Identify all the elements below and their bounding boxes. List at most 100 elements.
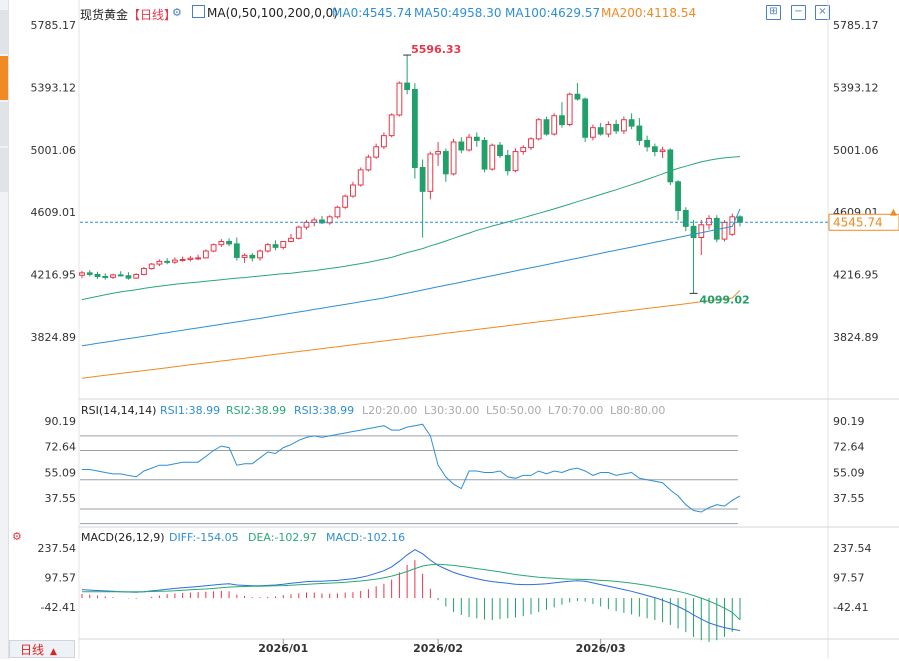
settings-gear-icon[interactable]: ⚙ (172, 6, 182, 19)
candle-body (559, 115, 565, 126)
candle (280, 240, 287, 250)
high-price-label: 5596.33 (411, 43, 461, 56)
candle-body (86, 272, 93, 275)
candle-body (620, 119, 627, 132)
candle (419, 159, 426, 238)
candle (249, 253, 256, 262)
macd-dea-value: DEA:-102.97 (248, 531, 317, 544)
chart-type-icon[interactable] (192, 5, 205, 18)
expand-icon[interactable]: ⊞ (766, 5, 781, 20)
candle (195, 254, 202, 261)
candle (435, 142, 441, 166)
zoom-out-icon[interactable]: − (791, 5, 806, 20)
candle-body (489, 144, 496, 170)
candle-body (164, 260, 171, 263)
x-axis-label: 2026/02 (413, 642, 463, 655)
macd-dea-line (82, 563, 741, 621)
candle (156, 259, 163, 267)
candle (187, 255, 194, 262)
rsi-axis-label-left: 55.09 (45, 466, 77, 479)
macd-title: MACD(26,12,9) (81, 531, 165, 544)
candle (133, 273, 140, 279)
candle-body (659, 149, 666, 153)
candle (497, 142, 503, 158)
candlestick-series (79, 54, 743, 294)
candle-body (133, 273, 140, 279)
candle-body (590, 127, 596, 138)
ma200-value: MA200:4118.54 (601, 6, 697, 20)
macd-axis-label-right: -42.41 (833, 601, 868, 614)
rsi-axis-label-right: 37.55 (833, 492, 865, 505)
candle (79, 270, 85, 279)
side-tab-active[interactable] (0, 56, 8, 100)
ma200-line (81, 289, 741, 379)
candle-body (551, 115, 558, 135)
candle (458, 137, 465, 154)
left-side-strip (0, 0, 9, 659)
macd-settings-icon: ⚙ (12, 530, 22, 543)
macd-axis-label-left: -42.41 (41, 601, 76, 614)
candle-body (350, 184, 356, 197)
price-axis-label-right: 5785.17 (833, 19, 879, 32)
candle-body (396, 82, 403, 116)
candle (729, 213, 736, 236)
candle-body (79, 272, 85, 276)
candle (605, 121, 612, 138)
candle-body (442, 151, 449, 175)
candle (667, 148, 674, 185)
candle-body (636, 125, 643, 141)
candle (257, 249, 263, 261)
period-selector-button[interactable]: 日线 ▲ (9, 640, 75, 658)
ma0-value: MA0:4545.74 (332, 6, 412, 20)
candle (706, 215, 712, 230)
candle-body (257, 250, 263, 259)
side-tab[interactable] (0, 10, 8, 54)
candle-body (187, 257, 194, 260)
candle-body (628, 119, 635, 127)
candle-body (334, 206, 341, 218)
candle (388, 113, 395, 138)
candle (241, 253, 248, 263)
candle-body (381, 135, 387, 148)
candle-body (102, 276, 109, 279)
candle-body (272, 244, 279, 248)
candle (613, 119, 620, 135)
x-axis-label: 2026/03 (576, 642, 626, 655)
candle (117, 271, 124, 277)
price-axis-label-right: 3824.89 (833, 331, 879, 344)
candle-body (319, 219, 325, 224)
candle (636, 118, 643, 146)
rsi-l70: L70:70.00 (548, 404, 603, 417)
candle-body (264, 244, 271, 252)
candle-body (125, 275, 132, 279)
candle (226, 238, 232, 247)
candle (373, 143, 380, 159)
candle (559, 102, 565, 128)
side-tab[interactable] (0, 148, 8, 192)
candle (582, 97, 589, 143)
price-axis-label-right: 5001.06 (833, 144, 879, 157)
period-tag[interactable]: 【日线】 (128, 8, 177, 22)
price-axis-label-left: 5001.06 (31, 144, 77, 157)
ma-params: MA(0,50,100,200,0,0) (207, 6, 338, 20)
candle (466, 134, 472, 152)
candle (110, 273, 116, 279)
rsi3-value: RSI3:38.99 (294, 404, 354, 417)
candle-body (706, 217, 712, 226)
close-icon[interactable]: × (815, 5, 830, 20)
ma50-line (81, 156, 741, 301)
candle-body (117, 274, 124, 277)
rsi-axis-label-right: 55.09 (833, 466, 865, 479)
candle (381, 132, 387, 150)
candle-body (497, 144, 503, 157)
candle-body (141, 268, 147, 275)
rsi-l30: L30:30.00 (424, 404, 479, 417)
candle (171, 257, 178, 264)
candle (233, 237, 240, 261)
candle-body (218, 240, 225, 246)
instrument-name: 现货黄金 (80, 8, 129, 22)
macd-histogram (81, 560, 741, 642)
candle (520, 145, 527, 155)
side-tab[interactable] (0, 102, 8, 146)
